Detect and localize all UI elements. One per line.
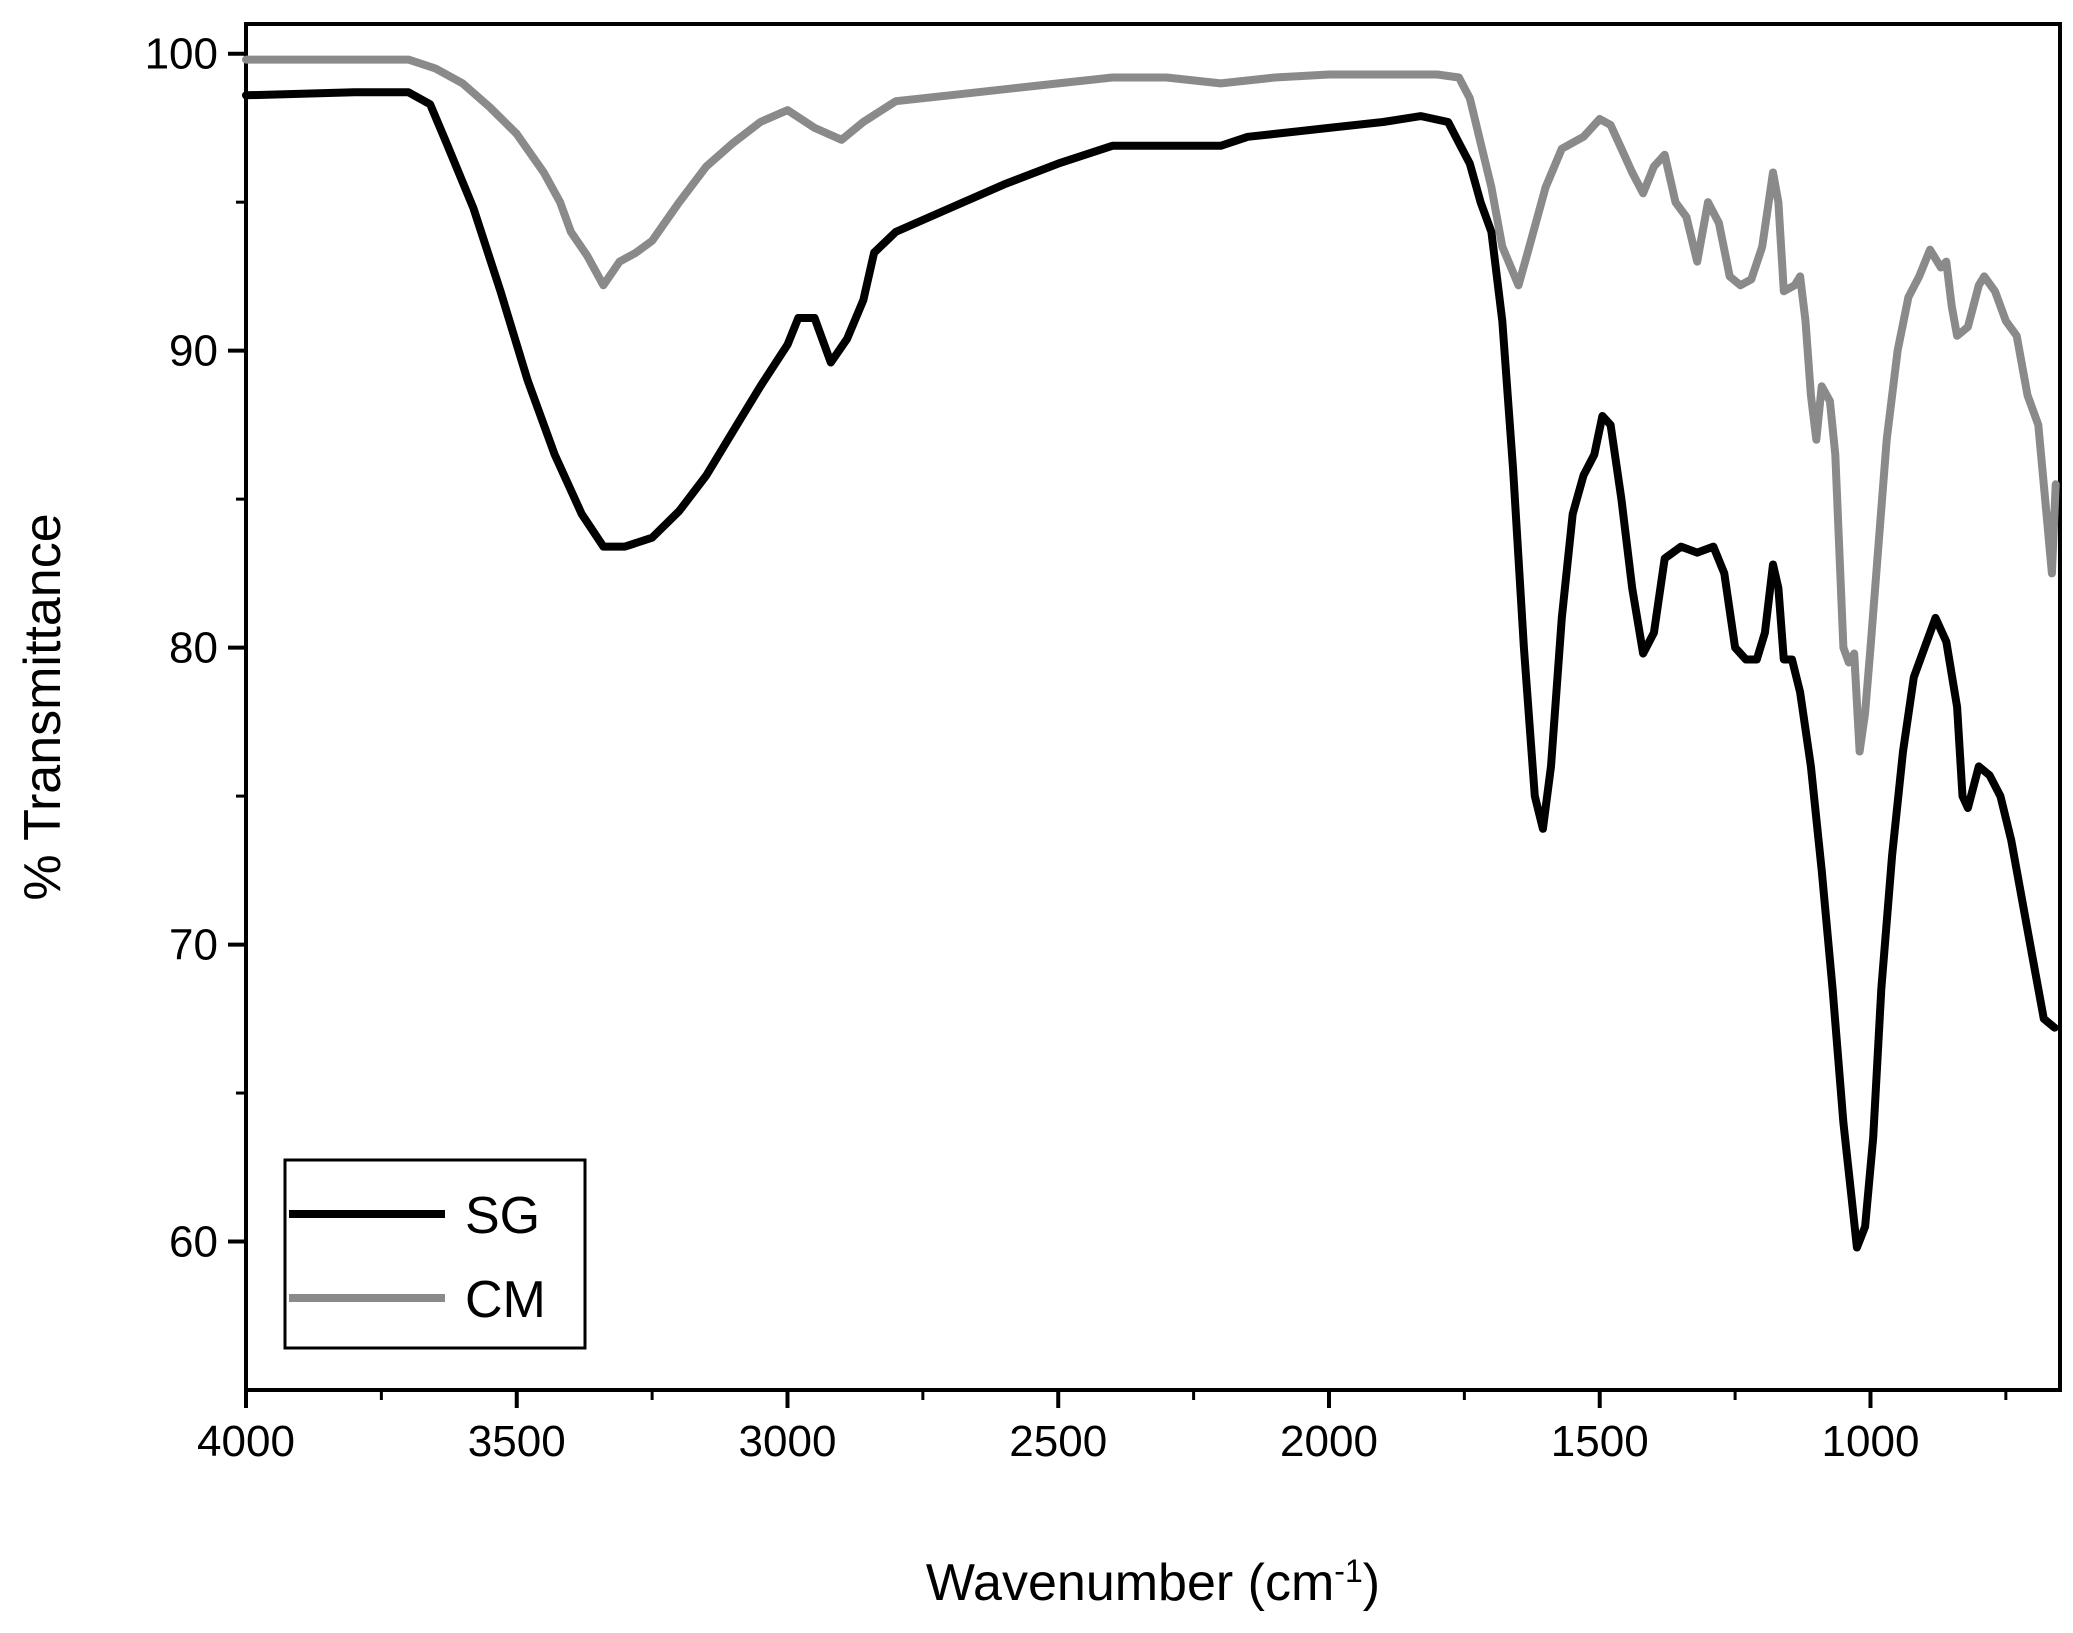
- x-axis-title-text: Wavenumber (cm: [926, 1554, 1334, 1612]
- x-tick-label: 3000: [739, 1417, 837, 1466]
- y-axis-title: % Transmittance: [14, 513, 72, 900]
- series-line-sg: [242, 88, 2059, 1252]
- x-axis-title-superscript: -1: [1334, 1553, 1362, 1589]
- plot-frame: [244, 22, 2062, 1392]
- plot-area: 4000 3500 3000 2500 2000 1500 1000 60 70 80 90 100: [145, 22, 2062, 1466]
- y-tick-label: 70: [169, 921, 218, 970]
- y-tick-label: 60: [169, 1218, 218, 1267]
- x-tick-label: 1000: [1822, 1417, 1920, 1466]
- y-axis: 60 70 80 90 100: [145, 30, 246, 1267]
- y-tick-label: 100: [145, 30, 218, 79]
- legend-box: [283, 1158, 587, 1350]
- x-axis: 4000 3500 3000 2500 2000 1500 1000: [197, 1390, 2008, 1466]
- x-tick-label: 2500: [1009, 1417, 1107, 1466]
- x-tick-label: 4000: [197, 1417, 295, 1466]
- x-tick-label: 3500: [468, 1417, 566, 1466]
- y-tick-label: 80: [169, 624, 218, 673]
- legend: SG CM: [283, 1158, 587, 1350]
- x-tick-label: 1500: [1551, 1417, 1649, 1466]
- x-axis-title: Wavenumber (cm-1): [926, 1553, 1380, 1612]
- series-line-cm: [242, 55, 2060, 756]
- x-axis-title-close: ): [1363, 1554, 1380, 1612]
- series-layer: [242, 55, 2060, 1252]
- y-tick-label: 90: [169, 327, 218, 376]
- legend-label-cm: CM: [465, 1271, 546, 1329]
- legend-label-sg: SG: [465, 1187, 540, 1245]
- x-tick-label: 2000: [1280, 1417, 1378, 1466]
